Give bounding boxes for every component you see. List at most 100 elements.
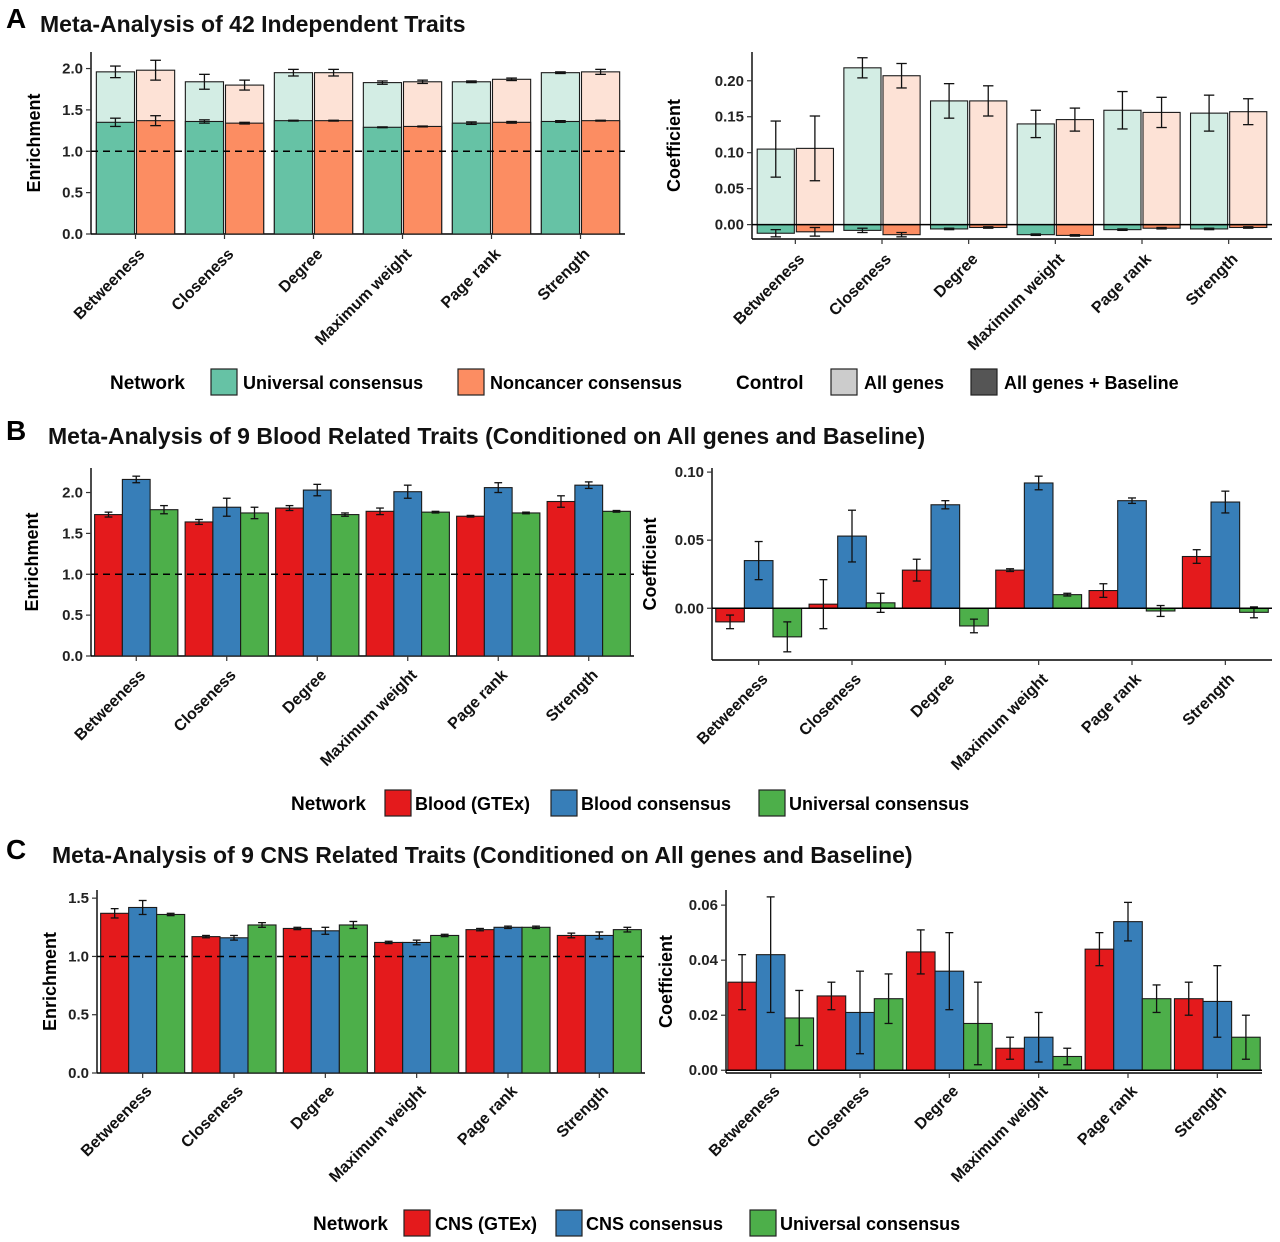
- bar: [365, 510, 395, 657]
- y-tick-label: 0.20: [715, 73, 744, 90]
- x-tick-label: Betweeness: [78, 1083, 155, 1160]
- panel-label-c: C: [6, 834, 26, 865]
- y-axis-label: Enrichment: [22, 512, 42, 611]
- y-tick-label: 0.05: [675, 532, 704, 549]
- chart-c-right: 0.00 0.02 0.04 0.06 Coefficient Betweeness Clo…: [656, 890, 1262, 1186]
- legend-c: Network CNS (GTEx) CNS consensus Univers…: [313, 1209, 960, 1237]
- legend-a-network-title: Network: [110, 373, 185, 394]
- y-axis-label: Enrichment: [24, 93, 44, 192]
- x-tick-label: Maximum weight: [965, 250, 1069, 354]
- bar-baseline: [580, 120, 621, 235]
- y-tick-label: 1.5: [62, 102, 83, 119]
- legend-c-swatch-cns-consensus: [555, 1209, 583, 1237]
- bar: [612, 929, 642, 1074]
- bar: [302, 489, 332, 657]
- bar-all-genes: [969, 100, 1008, 226]
- y-tick-label: 1.0: [68, 948, 89, 965]
- y-tick-label: 1.0: [62, 143, 83, 160]
- bar-baseline: [95, 121, 136, 235]
- bar-baseline: [273, 120, 314, 235]
- y-tick-label: 0.02: [689, 1007, 718, 1024]
- bar: [1023, 482, 1054, 609]
- bar-baseline: [451, 122, 492, 235]
- legend-b-swatch-universal: [758, 789, 786, 817]
- y-tick-label: 0.0: [62, 648, 83, 665]
- bar-baseline: [362, 126, 403, 235]
- x-tick-label: Maximum weight: [317, 666, 421, 770]
- x-tick-label: Strength: [535, 246, 594, 305]
- x-tick-label: Strength: [543, 667, 602, 726]
- bar: [995, 569, 1025, 609]
- bar: [1210, 501, 1241, 609]
- legend-a-swatch-baseline: [970, 368, 998, 396]
- bar: [121, 478, 151, 657]
- x-tick-label: Page rank: [1075, 1083, 1141, 1149]
- bar: [330, 514, 360, 657]
- x-tick-label: Degree: [912, 1083, 962, 1133]
- bar: [191, 936, 221, 1074]
- bar: [310, 930, 340, 1074]
- x-tick-label: Betweeness: [71, 246, 148, 323]
- bar-baseline: [1016, 224, 1055, 236]
- bar: [556, 934, 586, 1074]
- x-tick-label: Page rank: [1089, 251, 1155, 317]
- y-tick-label: 0.10: [675, 464, 704, 481]
- x-tick-label: Closeness: [171, 667, 240, 736]
- legend-b-swatch-blood-gtex: [384, 789, 412, 817]
- legend-b-title: Network: [291, 794, 366, 815]
- y-tick-label: 0.05: [715, 181, 744, 198]
- bar: [275, 507, 304, 657]
- x-tick-label: Maximum weight: [326, 1082, 430, 1186]
- y-tick-label: 1.5: [62, 525, 83, 542]
- legend-a-label-noncancer: Noncancer consensus: [490, 373, 682, 393]
- bar-baseline: [135, 120, 176, 235]
- x-tick-label: Page rank: [438, 246, 504, 312]
- x-tick-label: Degree: [280, 667, 330, 717]
- chart-c-left: 0.0 0.5 1.0 1.5 Enrichment Betweeness Closenes…: [40, 890, 645, 1186]
- panel-label-a: A: [6, 3, 26, 34]
- legend-b: Network Blood (GTEx) Blood consensus Uni…: [291, 789, 969, 817]
- x-tick-label: Degree: [288, 1083, 338, 1133]
- bar-baseline: [184, 120, 225, 235]
- bar: [219, 937, 249, 1074]
- x-tick-label: Strength: [554, 1083, 613, 1142]
- bar: [338, 924, 368, 1074]
- bar: [1052, 594, 1083, 609]
- legend-c-label-cns-consensus: CNS consensus: [586, 1214, 723, 1234]
- x-tick-label: Betweeness: [706, 1083, 783, 1160]
- x-tick-label: Maximum weight: [948, 670, 1052, 774]
- bar: [156, 913, 186, 1074]
- bar: [456, 515, 485, 657]
- legend-c-label-cns-gtex: CNS (GTEx): [435, 1214, 537, 1234]
- y-tick-label: 0.5: [62, 607, 83, 624]
- legend-b-swatch-blood-consensus: [550, 789, 578, 817]
- bar: [184, 521, 214, 657]
- bar: [247, 924, 277, 1074]
- x-tick-label: Closeness: [826, 251, 895, 320]
- bar: [430, 934, 460, 1074]
- y-axis-label: Coefficient: [640, 517, 660, 610]
- bar-baseline: [491, 121, 532, 235]
- bar-all-genes: [1229, 111, 1268, 226]
- x-tick-label: Betweeness: [694, 671, 771, 748]
- bar-all-genes: [1016, 123, 1055, 226]
- bar: [511, 512, 541, 657]
- bar-all-genes: [843, 67, 882, 226]
- bar: [149, 509, 179, 657]
- x-tick-label: Strength: [1172, 1083, 1231, 1142]
- charts: 0.0 0.5 1.0 1.5 2.0 Enrichment Betweeness Close…: [22, 52, 1272, 1186]
- x-tick-label: Degree: [908, 671, 958, 721]
- x-tick-label: Strength: [1183, 251, 1242, 310]
- bar: [493, 926, 523, 1074]
- bar: [930, 504, 961, 609]
- bar: [483, 487, 513, 657]
- y-tick-label: 1.5: [68, 890, 89, 907]
- bar: [465, 929, 495, 1074]
- x-tick-label: Degree: [931, 251, 981, 301]
- bar: [212, 506, 242, 657]
- bar: [94, 514, 123, 657]
- bar: [574, 484, 604, 657]
- y-tick-label: 0.00: [715, 217, 744, 234]
- legend-b-label-blood-gtex: Blood (GTEx): [415, 794, 530, 814]
- bar: [1181, 555, 1212, 609]
